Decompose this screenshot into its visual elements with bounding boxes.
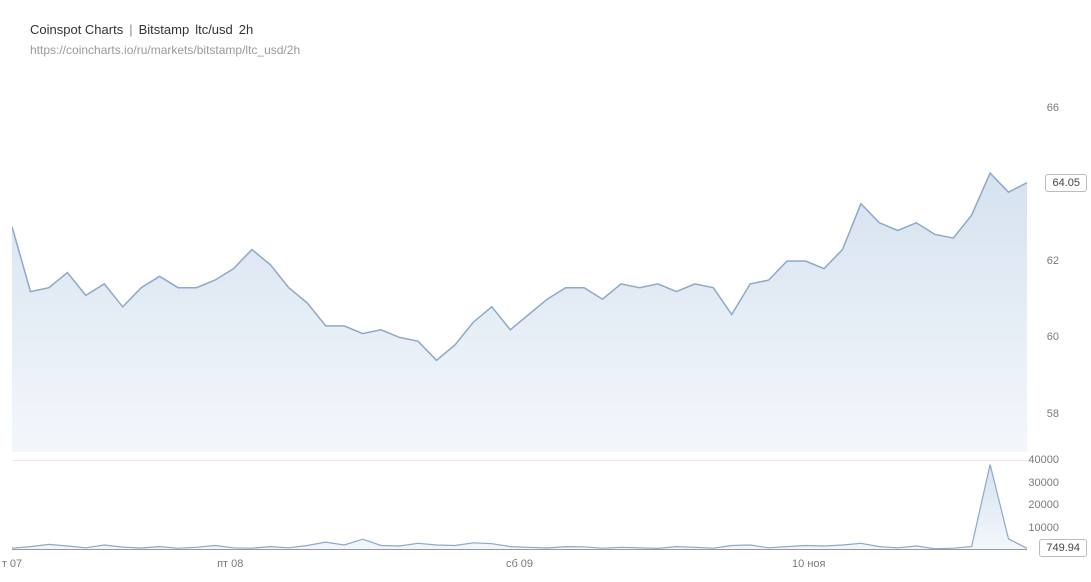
volume-chart <box>12 460 1027 550</box>
price-ytick-label: 60 <box>1047 331 1059 343</box>
price-ytick-label: 66 <box>1047 102 1059 114</box>
x-axis-label: пт 08 <box>217 558 243 570</box>
title-separator: | <box>129 22 132 37</box>
price-current-tag: 64.05 <box>1045 174 1087 192</box>
title-row: Coinspot Charts | Bitstamp ltc/usd 2h <box>30 22 300 37</box>
price-ytick-label: 62 <box>1047 255 1059 267</box>
volume-ytick-label: 40000 <box>1028 454 1059 466</box>
chart-header: Coinspot Charts | Bitstamp ltc/usd 2h ht… <box>30 22 300 57</box>
price-ytick-label: 58 <box>1047 408 1059 420</box>
x-axis-label: т 07 <box>2 558 22 570</box>
volume-ytick-label: 20000 <box>1028 499 1059 511</box>
price-chart <box>12 70 1027 452</box>
volume-current-tag: 749.94 <box>1039 539 1087 557</box>
volume-ytick-label: 10000 <box>1028 522 1059 534</box>
pair-name: ltc/usd <box>195 22 233 37</box>
volume-ytick-label: 30000 <box>1028 477 1059 489</box>
x-axis-label: сб 09 <box>506 558 533 570</box>
source-url: https://coincharts.io/ru/markets/bitstam… <box>30 43 300 57</box>
exchange-name: Bitstamp <box>139 22 190 37</box>
x-axis-label: 10 ноя <box>792 558 825 570</box>
interval: 2h <box>239 22 253 37</box>
site-name: Coinspot Charts <box>30 22 123 37</box>
